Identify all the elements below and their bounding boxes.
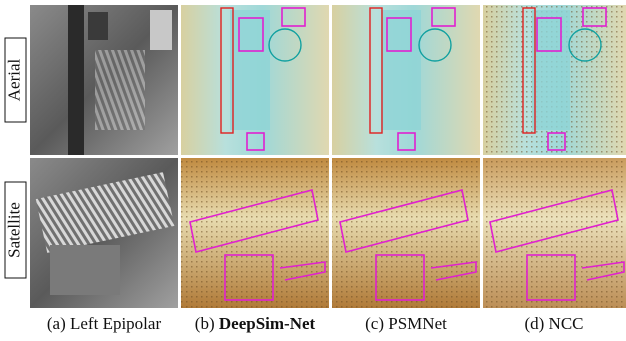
disparity-map: [181, 5, 329, 155]
disparity-map: [483, 5, 626, 155]
aerial-image: [30, 5, 178, 155]
disparity-map: [332, 158, 480, 308]
caption-label: (b): [195, 314, 215, 333]
caption-name: NCC: [549, 314, 584, 333]
caption-name: PSMNet: [388, 314, 447, 333]
row-label: Aerial: [4, 58, 23, 101]
caption-label: (c): [365, 314, 384, 333]
caption-name: DeepSim-Net: [219, 314, 316, 333]
disparity-map: [483, 158, 626, 308]
caption: (a) Left Epipolar: [47, 314, 162, 333]
caption-label: (d): [524, 314, 544, 333]
figure: Aerial Satellite: [0, 0, 626, 341]
row-label-box: Aerial: [4, 38, 26, 122]
disparity-map: [181, 158, 329, 308]
caption-label: (a): [47, 314, 66, 333]
caption: (b) DeepSim-Net: [195, 314, 316, 333]
caption: (c) PSMNet: [365, 314, 447, 333]
disparity-map: [332, 5, 480, 155]
row-label: Satellite: [4, 202, 23, 258]
caption-name: Left Epipolar: [70, 314, 161, 333]
satellite-image: [30, 158, 178, 308]
row-label-box: Satellite: [4, 182, 26, 278]
caption: (d) NCC: [524, 314, 583, 333]
